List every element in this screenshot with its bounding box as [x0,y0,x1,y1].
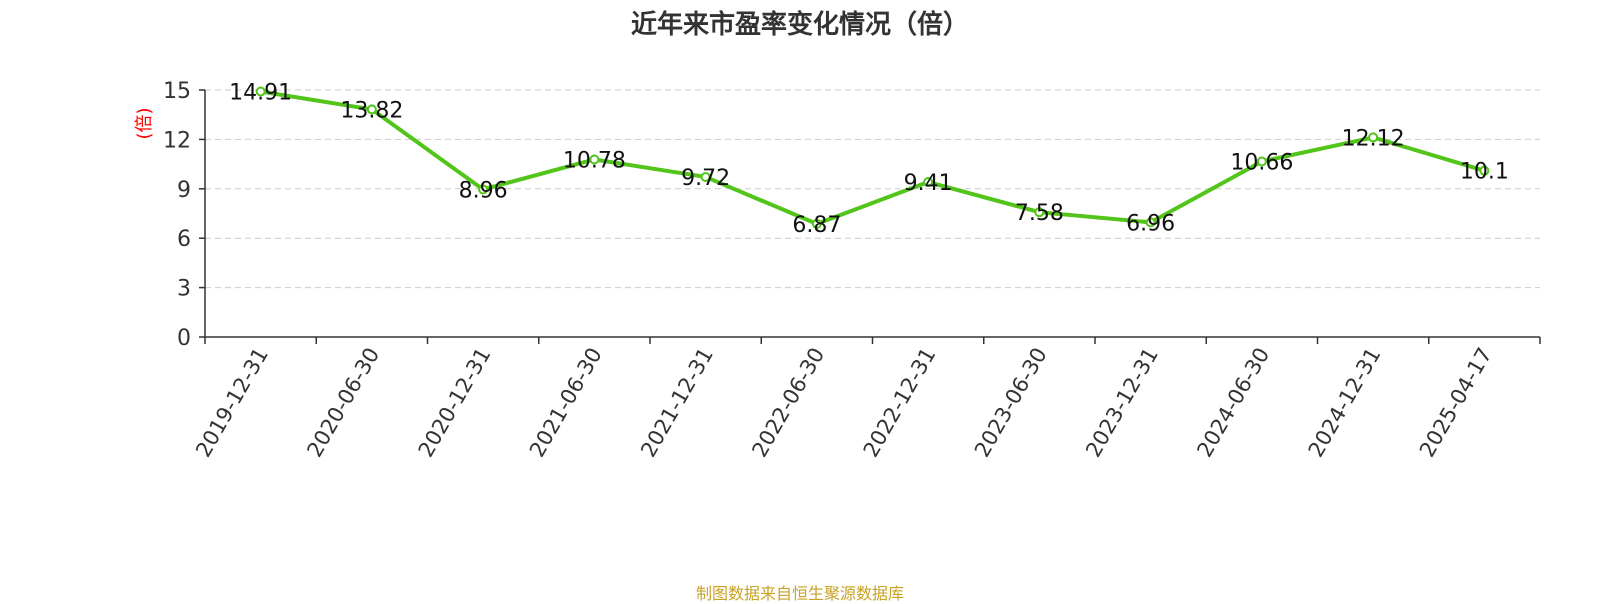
x-tick-label: 2021-06-30 [525,344,607,462]
data-point[interactable] [1368,132,1379,143]
data-label: 10.66 [1230,150,1293,175]
x-tick-label: 2022-12-31 [859,344,941,462]
data-point[interactable] [1256,156,1267,167]
x-tick-label: 2023-12-31 [1081,344,1163,462]
y-tick-label: 15 [163,79,191,104]
y-axis-title: (倍) [134,107,155,139]
x-tick-label: 2023-06-30 [970,344,1052,462]
x-tick-label: 2021-12-31 [636,344,718,462]
x-tick-labels: 2019-12-31 2020-06-30 2020-12-31 2021-06-30… [191,344,1497,462]
data-label: 12.12 [1342,126,1405,151]
data-label: 8.96 [459,178,508,203]
data-label: 13.82 [340,98,403,123]
x-tick-label: 2020-12-31 [414,344,496,462]
series-line-path [260,89,1485,226]
data-point[interactable] [1145,217,1156,228]
data-label: 9.41 [904,171,953,196]
chart-title: 近年来市盈率变化情况（倍） [630,10,969,40]
data-label: 9.72 [681,166,730,191]
data-point[interactable] [700,171,711,182]
x-tick-label: 2024-12-31 [1304,344,1386,462]
y-tick-label: 12 [163,128,191,153]
data-points [255,86,1490,229]
data-point[interactable] [366,104,377,115]
data-point[interactable] [1479,165,1490,176]
data-point[interactable] [811,218,822,229]
y-tick-label: 3 [177,277,191,302]
data-labels: 14.91 13.82 8.96 10.78 9.72 6.87 9.41 7.58 6.96 1… [229,80,1509,237]
source-note: 制图数据来自恒生聚源数据库 [695,584,904,603]
data-point[interactable] [923,177,934,188]
data-point[interactable] [1034,207,1045,218]
data-point[interactable] [255,86,266,97]
data-label: 7.58 [1015,201,1064,226]
y-tick-label: 0 [177,326,191,351]
grid-lines [205,89,1540,289]
x-tick-label: 2019-12-31 [191,344,273,462]
data-label: 14.91 [229,80,292,105]
y-tick-label: 9 [177,178,191,203]
x-tick-label: 2024-06-30 [1192,344,1274,462]
y-tick-labels: 0 3 6 9 12 15 [163,79,191,351]
series-line [260,89,1485,226]
data-label: 10.1 [1460,160,1509,185]
data-label: 6.87 [792,213,841,238]
x-tick-label: 2020-06-30 [302,344,384,462]
data-point[interactable] [478,184,489,195]
x-tick-label: 2025-04-17 [1415,344,1497,462]
x-tick-label: 2022-06-30 [747,344,829,462]
data-point[interactable] [589,154,600,165]
axes [199,89,1541,344]
y-tick-label: 6 [177,227,191,252]
data-label: 6.96 [1126,211,1175,236]
data-label: 10.78 [563,148,626,173]
